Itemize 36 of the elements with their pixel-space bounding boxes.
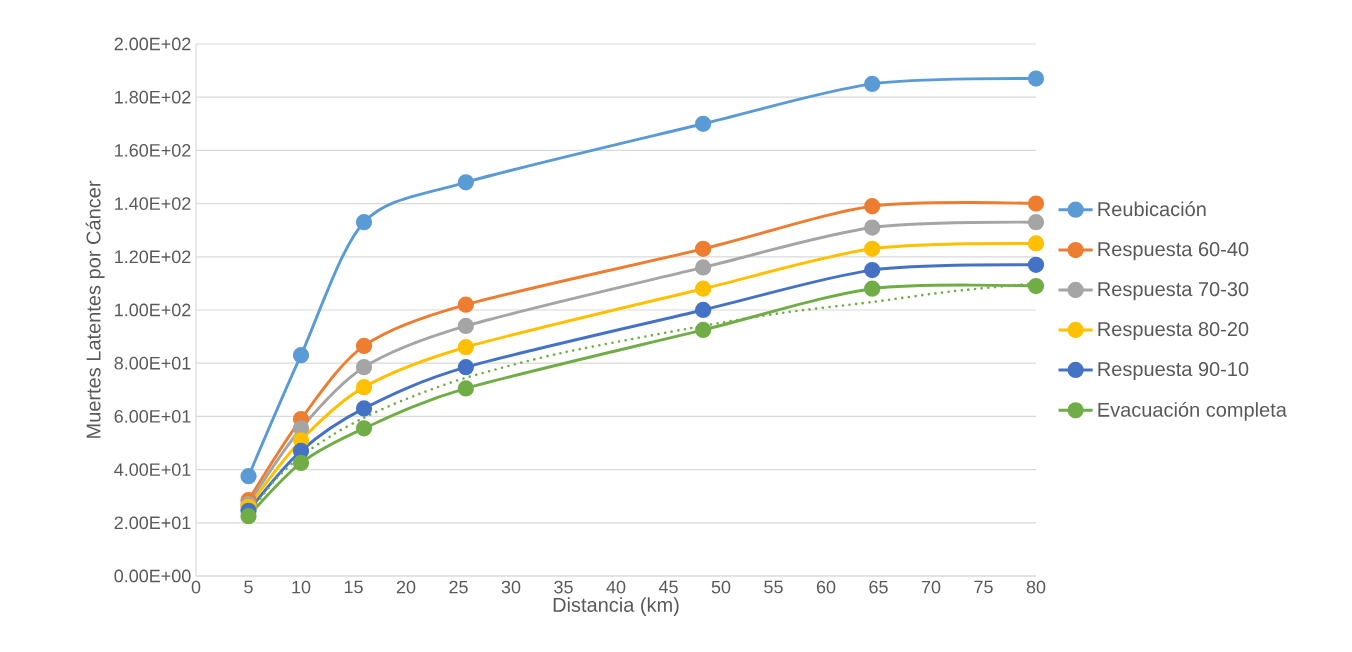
y-tick-label: 1.80E+02 [115, 90, 191, 104]
legend-label: Evacuación completa [1098, 401, 1287, 421]
x-tick-label: 55 [764, 580, 783, 594]
x-tick-label: 50 [711, 580, 731, 594]
x-tick-label: 65 [869, 580, 888, 594]
x-axis-title: Distancia (km) [553, 597, 679, 616]
legend-label: Respuesta 80-20 [1098, 321, 1249, 341]
x-tick-label: 75 [974, 580, 993, 594]
x-tick-label: 5 [244, 580, 253, 594]
x-tick-label: 60 [816, 580, 836, 594]
y-tick-label: 1.60E+02 [115, 144, 191, 157]
y-tick-label: 4.00E+01 [114, 463, 191, 476]
y-tick-label: 8.00E+01 [114, 356, 191, 370]
legend-label: Reubicación [1098, 201, 1206, 217]
x-tick-label: 10 [292, 580, 311, 594]
x-tick-label: 40 [606, 580, 626, 594]
x-tick-label: 0 [191, 580, 201, 594]
y-tick-label: 1.00E+02 [115, 303, 191, 317]
x-tick-label: 20 [396, 580, 416, 594]
x-tick-label: 70 [921, 580, 941, 594]
legend-label: Respuesta 90-10 [1098, 361, 1249, 381]
legend-label: Respuesta 70-30 [1098, 282, 1249, 301]
x-tick-label: 80 [1026, 580, 1046, 594]
y-tick-label: 6.00E+01 [114, 410, 191, 423]
x-tick-label: 25 [449, 580, 468, 594]
x-tick-label: 15 [344, 580, 363, 594]
y-tick-label: 1.20E+02 [115, 250, 191, 264]
y-tick-label: 2.00E+02 [114, 37, 191, 51]
y-axis-title: Muertes Latentes por Cáncer [85, 180, 105, 438]
legend-label: Respuesta 60-40 [1098, 242, 1249, 261]
y-tick-label: 2.00E+01 [114, 516, 191, 530]
x-tick-label: 45 [658, 580, 678, 594]
x-tick-label: 35 [554, 580, 573, 594]
x-tick-label: 30 [501, 580, 521, 594]
y-tick-label: 0.00E+00 [114, 569, 191, 583]
y-tick-label: 1.40E+02 [115, 197, 191, 210]
